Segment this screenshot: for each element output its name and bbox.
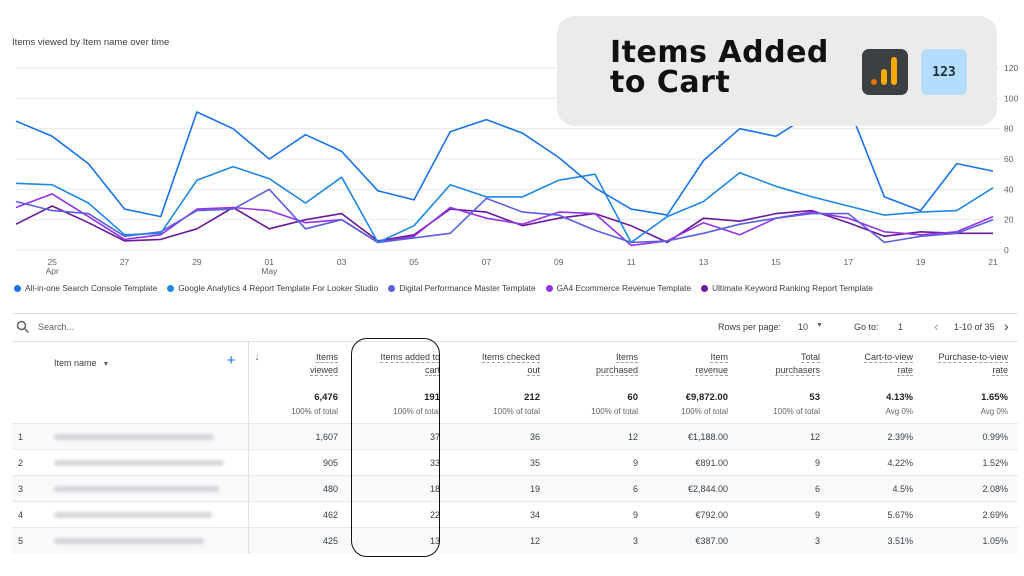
table-row[interactable]: 5 425 13 12 3 €387.00 3 3.51% 1.05% [12, 527, 1018, 554]
items-table: Item name ▼ + ↓ Items viewed Items added to… [12, 341, 1018, 554]
total-cell: 212 100% of total [493, 392, 540, 417]
y-tick-label: 40 [1004, 184, 1014, 194]
y-tick-label: 80 [1004, 124, 1014, 134]
total-cell: 60 100% of total [591, 392, 638, 417]
total-cell: 1.65% Avg 0% [980, 392, 1008, 417]
table-header-row: Item name ▼ + ↓ Items viewed Items added to… [12, 341, 1018, 386]
x-tick-label: 05 [409, 257, 419, 267]
total-cell: 53 100% of total [773, 392, 820, 417]
item-name-cell [48, 475, 248, 502]
x-tick-label: 11 [627, 257, 636, 267]
legend-dot-icon [14, 284, 21, 292]
overlay-title: Items Added to Cart [610, 35, 829, 100]
x-tick-label: 17 [844, 257, 854, 267]
x-tick-label: 15 [771, 257, 781, 267]
series-line[interactable] [15, 188, 994, 244]
item-name-cell [48, 423, 248, 450]
table-row[interactable]: 1 1,607 37 36 12 €1,188.00 12 2.39% 0.99… [12, 423, 1018, 450]
blurred-text [54, 459, 224, 466]
title-overlay-card: Items Added to Cart 123 [557, 16, 997, 126]
table-toolbar: Search... Rows per page: 10 ▼ Go to: 1 ‹… [12, 313, 1018, 341]
column-header-total-purchasers[interactable]: Total purchasers [738, 341, 830, 386]
series-line[interactable] [15, 165, 994, 244]
column-header-item-revenue[interactable]: Item revenue [648, 341, 738, 386]
x-tick-label: 27 [120, 257, 130, 267]
rows-per-page-select[interactable]: 10 [798, 322, 809, 332]
x-tick-label: 13 [699, 257, 709, 267]
sort-caret-icon[interactable]: ▼ [102, 360, 110, 368]
sort-arrow-down-icon[interactable]: ↓ [254, 352, 260, 363]
series-line[interactable] [15, 205, 993, 244]
x-tick-month-label: May [261, 266, 278, 276]
legend-dot-icon [388, 284, 396, 292]
column-header-purchase-to-view-rate[interactable]: Purchase-to-view rate [923, 341, 1018, 386]
goto-label: Go to: [854, 322, 879, 332]
prev-page-icon[interactable]: ‹ [934, 318, 939, 334]
x-tick-month-label: Apr [46, 266, 59, 276]
table-row[interactable]: 2 905 33 35 9 €891.00 9 4.22% 1.52% [12, 449, 1018, 476]
totals-row: 6,476 100% of total 191 100% of total 212 1… [12, 385, 1018, 424]
x-tick-label: 25 [47, 257, 57, 267]
x-tick-label: 09 [554, 257, 564, 267]
item-name-cell [48, 449, 248, 476]
y-tick-label: 20 [1004, 215, 1014, 225]
column-header-items-viewed[interactable]: ↓ Items viewed [247, 341, 348, 386]
chart-title: Items viewed by Item name over time [12, 37, 170, 48]
column-header-items-purchased[interactable]: Items purchased [550, 341, 648, 386]
goto-input[interactable]: 1 [898, 322, 904, 332]
legend-dot-icon [701, 284, 709, 292]
rows-per-page-label: Rows per page: [718, 322, 782, 332]
chart-legend: All-in-one Search Console Template Googl… [14, 283, 873, 293]
total-cell: €9,872.00 100% of total [681, 392, 728, 417]
x-tick-label: 01 [265, 257, 275, 267]
table-row[interactable]: 4 462 22 34 9 €792.00 9 5.67% 2.69% [12, 501, 1018, 528]
next-page-icon[interactable]: › [1004, 318, 1009, 334]
item-name-cell [48, 527, 248, 554]
item-name-header[interactable]: Item name ▼ + [48, 341, 248, 386]
legend-dot-icon [545, 284, 553, 292]
column-header-items-added-to-cart[interactable]: Items added to cart [348, 341, 450, 386]
legend-item[interactable]: Google Analytics 4 Report Template For L… [167, 283, 378, 293]
blurred-text [54, 511, 212, 518]
chevron-down-icon[interactable]: ▼ [816, 322, 823, 329]
x-tick-label: 07 [482, 257, 492, 267]
total-cell: 4.13% Avg 0% [885, 392, 913, 417]
legend-item[interactable]: Ultimate Keyword Ranking Report Template [701, 283, 873, 293]
legend-item[interactable]: Digital Performance Master Template [388, 283, 536, 293]
page-range: 1-10 of 35 [954, 322, 995, 332]
x-tick-label: 03 [337, 257, 347, 267]
add-dimension-icon[interactable]: + [226, 352, 236, 369]
table-row[interactable]: 3 480 18 19 6 €2,844.00 6 4.5% 2.08% [12, 475, 1018, 502]
y-tick-label: 120 [1004, 63, 1018, 73]
search-icon[interactable] [16, 320, 30, 334]
total-cell: 6,476 100% of total [247, 385, 348, 424]
legend-item[interactable]: GA4 Ecommerce Revenue Template [545, 283, 691, 293]
google-analytics-logo-icon [862, 49, 908, 95]
y-tick-label: 100 [1004, 93, 1018, 103]
number-logo-icon: 123 [921, 49, 967, 95]
blurred-text [54, 537, 204, 544]
blurred-text [54, 485, 219, 492]
column-header-cart-to-view-rate[interactable]: Cart-to-view rate [830, 341, 923, 386]
search-input[interactable]: Search... [38, 322, 75, 332]
column-header-items-checked-out[interactable]: Items checked out [450, 341, 550, 386]
blurred-text [54, 433, 214, 440]
legend-dot-icon [167, 284, 175, 292]
item-name-cell [48, 501, 248, 528]
y-tick-label: 60 [1004, 154, 1014, 164]
x-tick-label: 21 [988, 257, 998, 267]
legend-item[interactable]: All-in-one Search Console Template [14, 283, 157, 293]
y-tick-label: 0 [1004, 245, 1009, 255]
x-tick-label: 19 [916, 257, 926, 267]
total-cell: 191 100% of total [393, 392, 440, 417]
x-tick-label: 29 [192, 257, 202, 267]
